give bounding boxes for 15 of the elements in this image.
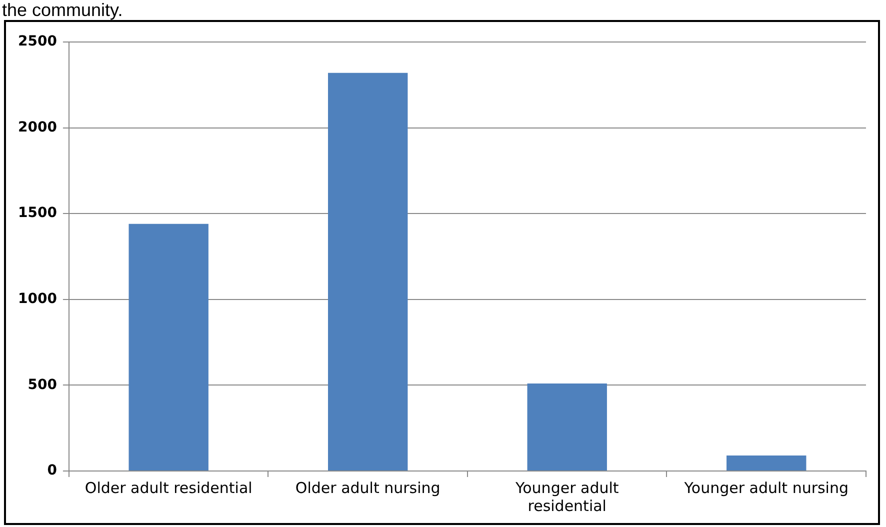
bar: [726, 456, 806, 470]
x-tick-label: Younger adult residential: [514, 478, 619, 515]
x-tick-label: Older adult nursing: [295, 478, 440, 497]
text: the community.: [1, 0, 124, 20]
y-tick-label: 0: [47, 462, 58, 479]
bar: [328, 72, 408, 470]
y-tick-label: 1500: [18, 205, 58, 222]
x-tick-label: Younger adult nursing: [683, 478, 849, 497]
bar: [128, 224, 208, 470]
y-tick-label: 1000: [18, 291, 58, 308]
x-tick-label: Older adult residential: [84, 478, 252, 497]
bar: [527, 383, 607, 470]
y-tick-label: 500: [28, 376, 58, 393]
y-tick-label: 2000: [18, 119, 58, 136]
y-tick-label: 2500: [18, 34, 58, 50]
